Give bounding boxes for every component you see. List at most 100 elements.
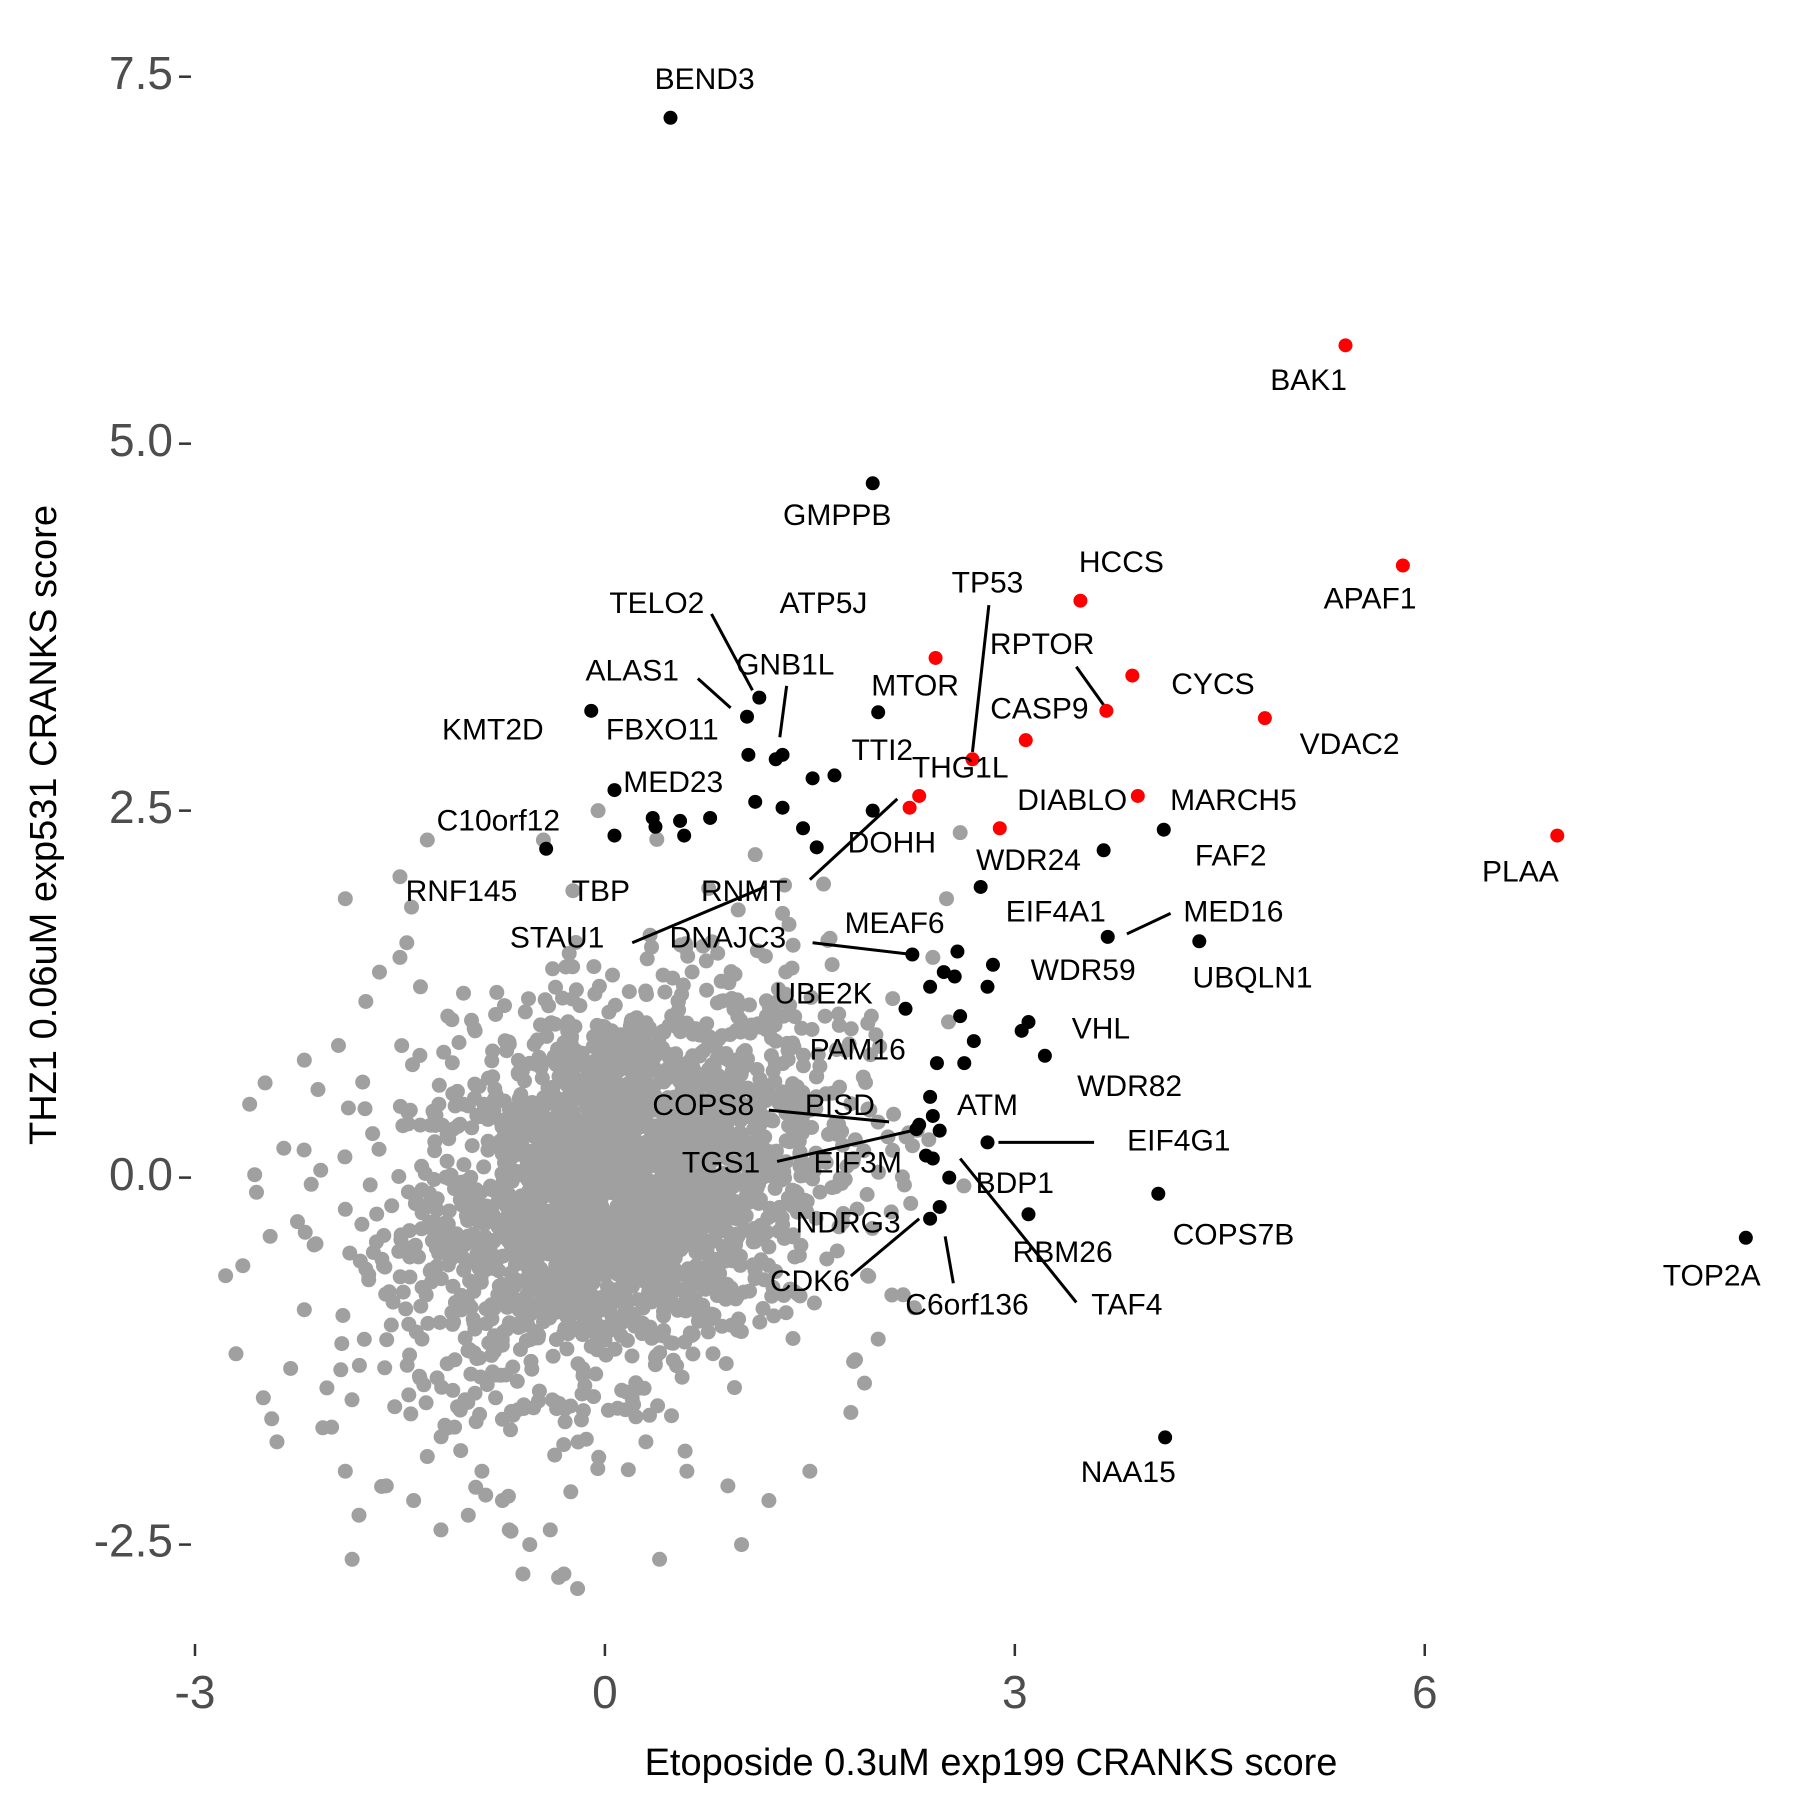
label-rptor: RPTOR	[990, 628, 1094, 661]
point-plaa	[1550, 828, 1565, 843]
background-point	[394, 1038, 410, 1054]
background-point	[786, 1284, 802, 1299]
background-point	[697, 1281, 713, 1297]
background-point	[595, 1019, 611, 1034]
background-point	[667, 1261, 683, 1277]
label-march5: MARCH5	[1170, 784, 1297, 817]
background-point	[447, 1419, 463, 1435]
background-point	[608, 1073, 624, 1089]
background-point	[743, 1187, 759, 1203]
background-point	[649, 1180, 665, 1196]
background-point	[398, 1301, 414, 1317]
background-point	[583, 1266, 599, 1282]
background-point	[522, 1306, 538, 1322]
label-dohh: DOHH	[848, 826, 936, 859]
background-point	[480, 1142, 496, 1158]
background-point	[577, 1378, 593, 1394]
label-tp53: TP53	[952, 567, 1024, 600]
background-point	[684, 1327, 700, 1343]
background-point	[656, 1323, 672, 1338]
unlabeled-highlight-point	[932, 1123, 947, 1138]
background-point	[707, 1229, 723, 1245]
background-point	[603, 1217, 618, 1233]
background-point	[617, 1177, 633, 1193]
background-point	[523, 1165, 539, 1180]
background-point	[701, 880, 717, 896]
label-gnb1l: GNB1L	[736, 649, 834, 682]
background-point	[638, 1172, 654, 1188]
background-point	[335, 1308, 351, 1323]
label-wdr59: WDR59	[1031, 954, 1136, 987]
point-tgs1	[909, 1122, 924, 1137]
background-point	[533, 1113, 548, 1129]
label-pam16: PAM16	[810, 1033, 906, 1066]
background-point	[516, 1317, 531, 1333]
background-point	[620, 1207, 636, 1223]
unlabeled-highlight-point	[865, 803, 880, 818]
label-eif4g1: EIF4G1	[1127, 1124, 1230, 1157]
background-point	[673, 1018, 689, 1034]
background-point	[548, 979, 563, 995]
background-point	[517, 1004, 533, 1020]
background-point	[703, 1097, 719, 1113]
background-point	[485, 1043, 501, 1059]
background-point	[623, 1014, 639, 1030]
background-point	[841, 1036, 857, 1052]
background-point	[439, 1356, 455, 1372]
background-point	[445, 1086, 461, 1102]
point-ubqln1	[1192, 934, 1207, 949]
background-point	[661, 1049, 677, 1065]
x-axis: -3 0 3 6	[175, 1644, 1438, 1718]
background-point	[526, 1036, 542, 1052]
point-c10orf12	[539, 841, 554, 856]
background-point	[489, 984, 505, 1000]
background-point	[831, 1017, 847, 1033]
label-c10orf12: C10orf12	[437, 804, 560, 837]
background-point	[640, 1156, 655, 1172]
background-point	[508, 1143, 524, 1159]
background-point	[452, 1402, 468, 1418]
background-point	[831, 1006, 847, 1022]
point-ube2k	[898, 1001, 913, 1016]
label-thg1l: THG1L	[912, 751, 1009, 784]
background-point	[402, 1223, 417, 1239]
background-point	[483, 1178, 498, 1194]
leader-line-dnajc3	[812, 941, 913, 956]
unlabeled-highlight-point	[966, 1034, 981, 1049]
background-point	[680, 948, 696, 964]
background-point	[664, 1119, 680, 1135]
background-point	[431, 1096, 447, 1112]
background-point	[566, 1132, 582, 1148]
background-point	[768, 1264, 784, 1279]
background-point	[456, 1157, 472, 1173]
unlabeled-highlight-point	[741, 747, 756, 762]
background-point	[582, 1314, 598, 1330]
background-point	[719, 1051, 735, 1067]
background-point	[395, 1284, 411, 1300]
background-point	[695, 1186, 711, 1202]
background-point	[530, 1330, 546, 1346]
background-point	[582, 1068, 598, 1084]
background-point	[724, 1164, 740, 1180]
point-atm	[923, 1089, 938, 1104]
background-point	[522, 1537, 538, 1553]
background-point	[526, 1400, 542, 1416]
background-point	[557, 1091, 573, 1107]
background-point	[785, 1331, 801, 1346]
background-point	[443, 1167, 459, 1183]
background-point	[706, 1059, 722, 1075]
background-point	[552, 1292, 568, 1308]
background-point	[747, 1262, 763, 1278]
background-point	[883, 1204, 899, 1220]
background-point	[607, 1341, 623, 1357]
background-point	[590, 1461, 606, 1477]
unlabeled-highlight-point	[805, 771, 820, 786]
background-point	[481, 1242, 496, 1258]
background-point	[616, 1107, 632, 1123]
background-point	[802, 1463, 818, 1479]
background-point	[485, 1207, 501, 1223]
point-tti2	[768, 752, 783, 767]
background-point	[720, 1224, 736, 1240]
background-point	[422, 1214, 438, 1230]
background-point	[669, 1358, 685, 1374]
